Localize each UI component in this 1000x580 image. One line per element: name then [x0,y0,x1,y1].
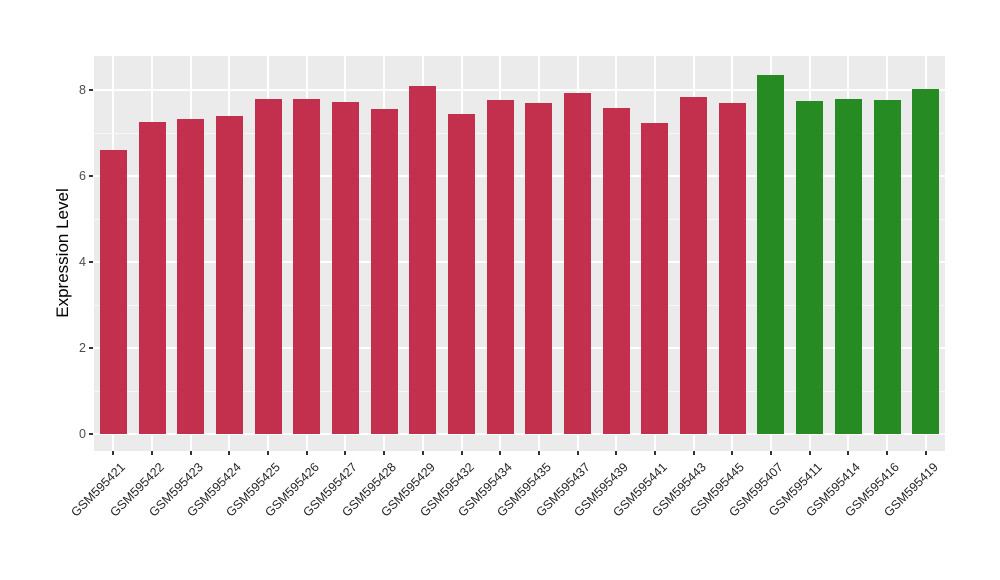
bar-GSM595428 [370,108,398,434]
x-tick-mark [228,451,231,455]
x-tick-mark [731,451,734,455]
bar-GSM595407 [757,74,785,434]
y-minor-gridline [94,391,945,392]
y-tick-mark [89,433,93,435]
x-tick-mark [305,451,308,455]
y-tick-mark [89,175,93,177]
x-tick-mark [344,451,347,455]
x-tick-mark [537,451,540,455]
bar-GSM595441 [641,122,669,434]
y-major-gridline [94,347,945,349]
bar-GSM595443 [680,97,708,434]
x-tick-mark [151,451,153,455]
bar-GSM595435 [525,102,553,434]
bar-GSM595439 [602,108,630,434]
x-tick-mark [576,451,579,455]
y-tick-label: 2 [79,341,86,355]
y-tick-mark [89,89,93,91]
y-tick-mark [89,347,93,349]
bar-GSM595434 [486,99,514,434]
x-tick-mark [653,451,656,455]
x-tick-mark [460,451,463,455]
y-tick-label: 0 [79,427,86,441]
y-axis-title: Expression Level [53,188,72,318]
bar-GSM595421 [99,150,127,434]
bar-GSM595432 [448,113,475,434]
bar-GSM595426 [293,99,321,434]
bar-GSM595427 [331,102,359,434]
bar-GSM595414 [834,99,862,434]
bar-GSM595437 [564,92,591,434]
y-tick-label: 8 [79,83,86,97]
y-major-gridline [94,175,945,177]
y-tick-label: 6 [79,169,86,183]
x-tick-mark [421,451,424,455]
x-tick-mark [924,451,927,455]
x-tick-mark [499,451,502,455]
chart-panel [94,56,945,451]
bar-GSM595423 [177,118,205,434]
bar-GSM595411 [796,101,824,434]
x-tick-mark [808,451,811,455]
bar-GSM595429 [409,85,437,434]
y-major-gridline [94,261,945,263]
bar-GSM595445 [718,102,746,434]
y-major-gridline [94,89,945,91]
bar-GSM595419 [912,89,940,434]
x-tick-mark [189,451,192,455]
bar-GSM595416 [873,100,901,434]
x-tick-mark [847,451,850,455]
y-tick-mark [89,261,93,263]
y-tick-label: 4 [79,255,86,269]
y-minor-gridline [94,133,945,134]
x-tick-mark [112,451,115,455]
x-tick-mark [383,451,386,455]
x-tick-mark [769,451,772,455]
y-minor-gridline [94,305,945,306]
x-tick-mark [886,451,888,455]
bar-GSM595425 [254,99,282,434]
y-major-gridline [94,433,945,435]
y-minor-gridline [94,219,945,220]
x-tick-mark [615,451,618,455]
x-tick-mark [692,451,695,455]
bar-GSM595422 [138,122,166,435]
bar-GSM595424 [215,115,243,434]
x-tick-mark [267,451,270,455]
